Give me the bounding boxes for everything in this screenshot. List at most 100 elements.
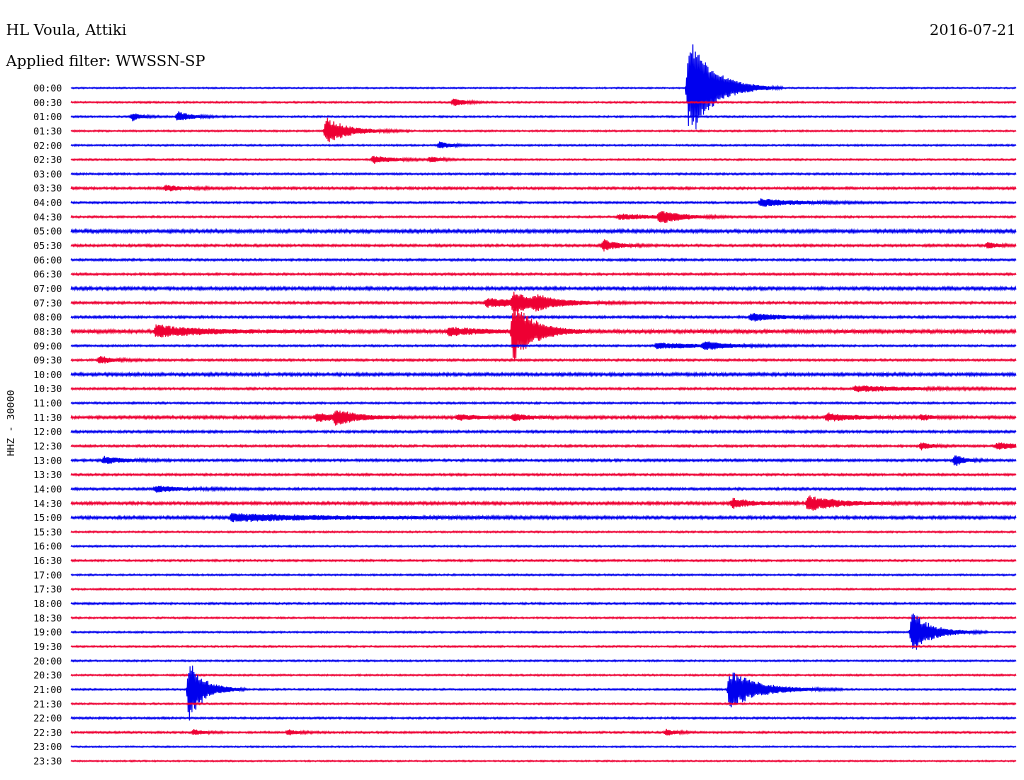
trace-line <box>70 155 1017 164</box>
time-tick-label: 18:30 <box>33 613 62 624</box>
chart-date: 2016-07-21 <box>930 21 1016 39</box>
time-tick-label: 09:30 <box>33 356 62 367</box>
trace-line <box>70 271 1017 277</box>
time-tick-label: 10:30 <box>33 384 62 395</box>
trace-line <box>70 485 1017 493</box>
time-tick-label: 21:00 <box>33 685 62 696</box>
trace-line <box>70 198 1017 207</box>
trace-line <box>70 665 1017 721</box>
time-tick-label: 00:30 <box>33 98 62 109</box>
trace-line <box>70 530 1017 534</box>
time-tick-label: 17:30 <box>33 585 62 596</box>
time-tick-label: 16:30 <box>33 556 62 567</box>
trace-line <box>70 615 1017 620</box>
time-tick-label: 07:30 <box>33 298 62 309</box>
time-tick-label: 22:30 <box>33 728 62 739</box>
trace-line <box>70 601 1017 606</box>
trace-line <box>70 410 1017 426</box>
time-tick-label: 14:00 <box>33 485 62 496</box>
trace-line <box>70 291 1017 312</box>
trace-line <box>70 573 1017 577</box>
trace-line <box>70 184 1017 192</box>
trace-line <box>70 356 1017 364</box>
time-tick-label: 08:00 <box>33 313 62 324</box>
trace-line <box>70 171 1017 177</box>
trace-line <box>70 285 1017 292</box>
trace-line <box>70 759 1017 763</box>
trace-line <box>70 371 1017 378</box>
time-tick-label: 15:30 <box>33 527 62 538</box>
trace-line <box>70 111 1017 122</box>
filter-label: Applied filter: WWSSN-SP <box>5 52 205 70</box>
trace-line <box>70 227 1017 235</box>
trace-line <box>70 442 1017 451</box>
trace-line <box>70 715 1017 721</box>
time-tick-label: 02:00 <box>33 141 62 152</box>
time-tick-label: 01:00 <box>33 112 62 123</box>
trace-line <box>70 745 1017 749</box>
time-tick-label: 11:00 <box>33 399 62 410</box>
trace-line <box>70 341 1017 350</box>
time-tick-label: 20:00 <box>33 656 62 667</box>
time-tick-label: 04:30 <box>33 212 62 223</box>
time-tick-label: 23:00 <box>33 742 62 753</box>
time-tick-label: 02:30 <box>33 155 62 166</box>
time-tick-label: 19:30 <box>33 642 62 653</box>
trace-line <box>70 495 1017 511</box>
time-tick-label: 19:00 <box>33 628 62 639</box>
trace-line <box>70 306 1017 362</box>
time-tick-label: 13:00 <box>33 456 62 467</box>
time-tick-label: 06:00 <box>33 255 62 266</box>
time-tick-label: 13:30 <box>33 470 62 481</box>
time-tick-label: 21:30 <box>33 699 62 710</box>
trace-line <box>70 400 1017 406</box>
time-tick-label: 00:00 <box>33 84 62 95</box>
time-tick-label: 14:30 <box>33 499 62 510</box>
trace-line <box>70 728 1017 736</box>
trace-line <box>70 613 1017 650</box>
time-tick-label: 08:30 <box>33 327 62 338</box>
time-tick-label: 03:00 <box>33 169 62 180</box>
time-tick-label: 03:30 <box>33 184 62 195</box>
trace-line <box>70 544 1017 549</box>
trace-line <box>70 673 1017 677</box>
time-tick-label: 07:00 <box>33 284 62 295</box>
trace-line <box>70 98 1017 106</box>
time-tick-label: 05:30 <box>33 241 62 252</box>
time-tick-label: 12:30 <box>33 442 62 453</box>
time-tick-label: 16:00 <box>33 542 62 553</box>
trace-line <box>70 701 1017 706</box>
trace-line <box>70 141 1017 149</box>
trace-line <box>70 44 1017 130</box>
time-tick-label: 10:00 <box>33 370 62 381</box>
time-tick-label: 04:00 <box>33 198 62 209</box>
trace-line <box>70 313 1017 322</box>
trace-line <box>70 429 1017 435</box>
trace-line <box>70 587 1017 592</box>
time-tick-label: 05:00 <box>33 227 62 238</box>
trace-line <box>70 472 1017 478</box>
trace-line <box>70 455 1017 466</box>
time-tick-label: 23:30 <box>33 757 62 768</box>
time-tick-label: 22:00 <box>33 714 62 725</box>
trace-line <box>70 513 1017 523</box>
trace-line <box>70 117 1017 143</box>
time-tick-label: 20:30 <box>33 671 62 682</box>
time-tick-label: 01:30 <box>33 127 62 138</box>
trace-line <box>70 658 1017 663</box>
tick-labels: 00:00 00:30 01:00 01:30 02:00 02:30 03:00 03:30… <box>33 84 62 768</box>
trace-line <box>70 257 1017 263</box>
time-tick-label: 18:00 <box>33 599 62 610</box>
trace-line <box>70 211 1017 223</box>
trace-line <box>70 239 1017 252</box>
time-tick-label: 17:00 <box>33 570 62 581</box>
time-tick-label: 09:00 <box>33 341 62 352</box>
trace-lines <box>70 44 1017 763</box>
chart-title: HL Voula, Attiki <box>6 21 127 39</box>
time-tick-label: 06:30 <box>33 270 62 281</box>
time-tick-label: 11:30 <box>33 413 62 424</box>
trace-line <box>70 644 1017 649</box>
trace-line <box>70 558 1017 563</box>
time-tick-label: 12:00 <box>33 427 62 438</box>
